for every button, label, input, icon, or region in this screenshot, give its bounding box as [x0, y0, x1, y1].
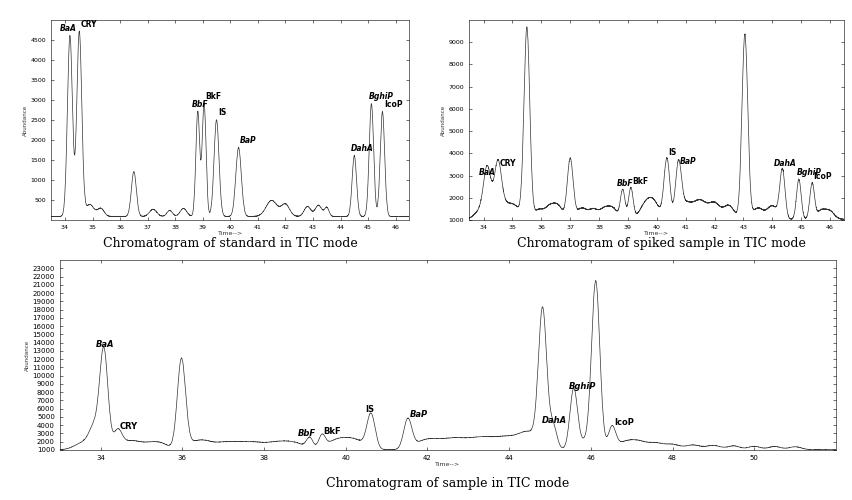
Y-axis label: Abundance: Abundance — [25, 340, 30, 370]
Text: Chromatogram of spiked sample in TIC mode: Chromatogram of spiked sample in TIC mod… — [516, 238, 804, 250]
Text: BaA: BaA — [479, 168, 495, 176]
Text: BbF: BbF — [192, 100, 208, 109]
Text: DahA: DahA — [351, 144, 373, 153]
Text: IS: IS — [668, 148, 676, 156]
X-axis label: Time-->: Time--> — [217, 231, 243, 236]
Text: BbF: BbF — [616, 179, 632, 188]
Text: CRY: CRY — [499, 159, 515, 168]
Text: BaA: BaA — [60, 24, 76, 33]
Text: IcoP: IcoP — [383, 100, 402, 109]
Text: BaP: BaP — [679, 156, 696, 166]
Text: BghiP: BghiP — [796, 168, 820, 176]
Y-axis label: Abundance: Abundance — [23, 104, 28, 136]
Text: IcoP: IcoP — [613, 418, 633, 427]
Text: CRY: CRY — [119, 422, 138, 432]
Text: BkF: BkF — [631, 176, 648, 186]
Text: Chromatogram of standard in TIC mode: Chromatogram of standard in TIC mode — [103, 238, 357, 250]
Text: CRY: CRY — [81, 20, 97, 29]
Y-axis label: Abundance: Abundance — [440, 104, 446, 136]
Text: BkF: BkF — [205, 92, 222, 101]
Text: DahA: DahA — [541, 416, 567, 425]
Text: IS: IS — [218, 108, 226, 117]
Text: BkF: BkF — [323, 427, 341, 436]
Text: IS: IS — [365, 404, 373, 413]
Text: BghiP: BghiP — [568, 382, 596, 390]
Text: BaP: BaP — [409, 410, 428, 418]
Text: BaP: BaP — [240, 136, 256, 145]
X-axis label: Time-->: Time--> — [435, 462, 460, 467]
Text: Chromatogram of sample in TIC mode: Chromatogram of sample in TIC mode — [325, 478, 569, 490]
X-axis label: Time-->: Time--> — [643, 231, 669, 236]
Text: BbF: BbF — [298, 428, 316, 438]
Text: BghiP: BghiP — [369, 92, 394, 101]
Text: IcoP: IcoP — [813, 172, 832, 181]
Text: DahA: DahA — [774, 159, 796, 168]
Text: BaA: BaA — [95, 340, 114, 349]
